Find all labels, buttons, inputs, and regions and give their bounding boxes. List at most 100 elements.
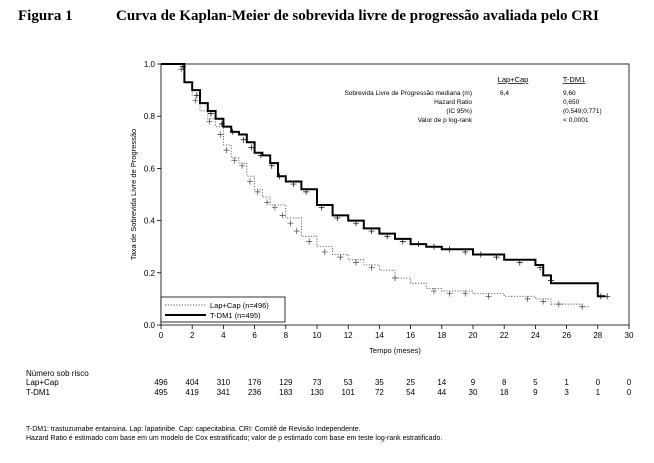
censor-mark [264, 199, 271, 206]
footnote: T-DM1: trastuzumabe entansina. Lap: lapa… [26, 426, 361, 433]
censor-mark [248, 144, 255, 151]
censor-mark [368, 264, 375, 271]
censor-mark [239, 162, 246, 169]
legend-box [160, 296, 286, 323]
plot-frame [160, 63, 630, 326]
x-tick-label: 20 [469, 331, 478, 340]
x-tick-label: 12 [344, 331, 353, 340]
y-tick-label: 0.6 [144, 164, 156, 173]
risk-count: 0 [595, 378, 601, 387]
risk-count: 14 [437, 378, 447, 387]
risk-count: 496 [154, 378, 168, 387]
risk-count: 9 [470, 378, 476, 387]
footnote: Hazard Ratio é estimado com base em um m… [26, 435, 443, 442]
x-tick-label: 22 [500, 331, 509, 340]
risk-count: 130 [310, 388, 324, 397]
censor-mark [217, 131, 224, 138]
x-tick-label: 8 [284, 331, 289, 340]
censor-mark [493, 254, 500, 261]
censor-mark [231, 157, 238, 164]
figure-label: Figura 1 [18, 8, 73, 24]
censor-mark [516, 259, 523, 266]
risk-count: 9 [533, 388, 538, 397]
censor-mark [446, 290, 453, 297]
censor-mark [178, 66, 185, 73]
risk-row-label: Lap+Cap [26, 378, 59, 387]
censor-mark [271, 204, 278, 211]
figure-title: Curva de Kaplan-Meier de sobrevida livre… [116, 8, 599, 24]
risk-count: 1 [595, 388, 601, 397]
stats-value: 6,4 [500, 90, 509, 97]
censor-mark [246, 178, 253, 185]
y-tick-label: 0.8 [144, 112, 156, 121]
censor-mark [268, 162, 275, 169]
censor-mark [279, 212, 286, 219]
censor-mark [287, 220, 294, 227]
censor-mark [240, 136, 247, 143]
risk-count: 35 [374, 378, 384, 387]
risk-count: 101 [341, 388, 355, 397]
censor-mark [318, 204, 325, 211]
series-line-1 [161, 63, 606, 298]
risk-count: 0 [626, 388, 632, 397]
x-tick-label: 2 [190, 331, 195, 340]
stats-col-header: T-DM1 [563, 75, 586, 84]
stats-row-label: Sobrevida Livre de Progressão mediana (m… [344, 90, 472, 97]
risk-count: 25 [406, 378, 416, 387]
stats-value: 9,60 [563, 90, 576, 97]
legend-label-1: T-DM1 (n=495) [210, 311, 261, 320]
censor-mark [555, 301, 562, 308]
risk-count: 53 [343, 378, 353, 387]
stats-value: < 0,0001 [563, 117, 589, 124]
stats-value: 0,650 [563, 99, 580, 106]
censor-mark [399, 238, 406, 245]
censor-mark [306, 238, 313, 245]
x-tick-label: 24 [531, 331, 540, 340]
risk-count: 3 [564, 388, 569, 397]
censor-mark [353, 220, 359, 227]
censor-mark [321, 248, 328, 255]
censor-mark [604, 293, 611, 300]
censor-mark [384, 233, 391, 240]
risk-count: 54 [406, 388, 416, 397]
censor-mark [431, 288, 437, 295]
risk-count: 176 [247, 378, 262, 387]
risk-count: 341 [216, 388, 231, 397]
y-tick-label: 0.4 [144, 217, 156, 226]
risk-count: 183 [279, 388, 293, 397]
censor-mark [446, 246, 453, 253]
risk-count: 18 [499, 388, 509, 397]
risk-count: 236 [247, 388, 262, 397]
stats-row-label: Hazard Ratio [434, 99, 472, 106]
censor-mark [477, 251, 484, 258]
censor-mark [229, 128, 236, 135]
censor-mark [193, 92, 200, 99]
x-tick-label: 26 [562, 331, 571, 340]
x-tick-label: 30 [625, 331, 634, 340]
series-line-0 [161, 63, 590, 308]
risk-count: 129 [279, 378, 293, 387]
censor-mark [276, 173, 283, 180]
x-tick-label: 4 [221, 331, 226, 340]
censor-mark [540, 298, 547, 305]
censor-mark [179, 63, 186, 70]
risk-count: 5 [533, 378, 538, 387]
x-tick-label: 16 [406, 331, 415, 340]
censor-mark [597, 293, 604, 300]
risk-count: 73 [312, 378, 322, 387]
censor-mark [524, 295, 531, 302]
x-tick-label: 28 [593, 331, 602, 340]
x-tick-label: 14 [375, 331, 384, 340]
censor-mark [462, 248, 469, 255]
censor-mark [293, 228, 300, 235]
x-tick-label: 6 [252, 331, 257, 340]
risk-count: 30 [468, 388, 478, 397]
risk-count: 419 [185, 388, 199, 397]
censor-mark [353, 259, 359, 266]
censor-mark [254, 188, 261, 195]
censor-mark [334, 214, 341, 221]
risk-count: 495 [154, 388, 168, 397]
risk-count: 310 [216, 378, 231, 387]
censor-mark [392, 275, 398, 282]
risk-count: 8 [501, 378, 507, 387]
